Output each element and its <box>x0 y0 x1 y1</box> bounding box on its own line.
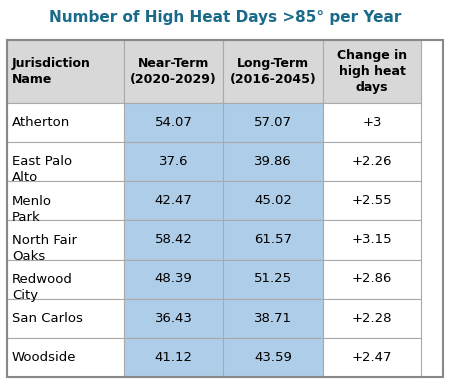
Text: 48.39: 48.39 <box>155 272 192 285</box>
Text: Woodside: Woodside <box>12 351 77 364</box>
Bar <box>124 142 223 181</box>
Bar <box>223 181 323 220</box>
Text: 38.71: 38.71 <box>254 312 292 325</box>
Bar <box>223 220 323 260</box>
Text: North Fair
Oaks: North Fair Oaks <box>12 234 77 263</box>
Text: Jurisdiction
Name: Jurisdiction Name <box>12 57 91 86</box>
Text: +2.28: +2.28 <box>352 312 392 325</box>
Text: 37.6: 37.6 <box>159 155 188 168</box>
Bar <box>7 142 124 181</box>
Bar <box>323 260 421 299</box>
Bar <box>323 299 421 338</box>
Text: +2.86: +2.86 <box>352 272 392 285</box>
Text: +2.55: +2.55 <box>352 194 392 207</box>
Text: Change in
high heat
days: Change in high heat days <box>337 49 407 94</box>
Text: Long-Term
(2016-2045): Long-Term (2016-2045) <box>230 57 316 86</box>
Bar <box>124 103 223 142</box>
Text: 39.86: 39.86 <box>254 155 292 168</box>
Bar <box>323 181 421 220</box>
Text: 43.59: 43.59 <box>254 351 292 364</box>
Bar <box>223 40 323 103</box>
Bar <box>323 142 421 181</box>
Text: Redwood
City: Redwood City <box>12 273 73 302</box>
Bar <box>7 220 124 260</box>
Bar <box>7 338 124 377</box>
Bar <box>7 103 124 142</box>
Bar <box>124 220 223 260</box>
Bar <box>223 142 323 181</box>
Text: +2.47: +2.47 <box>352 351 392 364</box>
Bar <box>223 103 323 142</box>
Text: +2.26: +2.26 <box>352 155 392 168</box>
Bar <box>223 299 323 338</box>
Bar <box>7 181 124 220</box>
Text: 42.47: 42.47 <box>154 194 193 207</box>
Text: 57.07: 57.07 <box>254 116 292 129</box>
Bar <box>223 260 323 299</box>
Text: 61.57: 61.57 <box>254 233 292 246</box>
Bar <box>7 260 124 299</box>
Text: Menlo
Park: Menlo Park <box>12 195 52 224</box>
Text: Number of High Heat Days >85° per Year: Number of High Heat Days >85° per Year <box>49 10 401 25</box>
Bar <box>124 260 223 299</box>
Text: 51.25: 51.25 <box>254 272 292 285</box>
Bar <box>7 40 124 103</box>
Text: 41.12: 41.12 <box>154 351 193 364</box>
Bar <box>223 338 323 377</box>
Text: +3: +3 <box>362 116 382 129</box>
Bar <box>323 220 421 260</box>
Bar <box>124 299 223 338</box>
Bar <box>124 181 223 220</box>
Bar <box>323 40 421 103</box>
Text: 58.42: 58.42 <box>154 233 193 246</box>
Text: +3.15: +3.15 <box>352 233 392 246</box>
Text: 54.07: 54.07 <box>154 116 193 129</box>
Bar <box>323 103 421 142</box>
Text: Atherton: Atherton <box>12 116 70 129</box>
Text: 45.02: 45.02 <box>254 194 292 207</box>
Text: San Carlos: San Carlos <box>12 312 83 325</box>
Text: 36.43: 36.43 <box>154 312 193 325</box>
Bar <box>124 338 223 377</box>
Bar <box>124 40 223 103</box>
Text: East Palo
Alto: East Palo Alto <box>12 155 72 184</box>
Bar <box>323 338 421 377</box>
Bar <box>7 299 124 338</box>
Text: Near-Term
(2020-2029): Near-Term (2020-2029) <box>130 57 217 86</box>
